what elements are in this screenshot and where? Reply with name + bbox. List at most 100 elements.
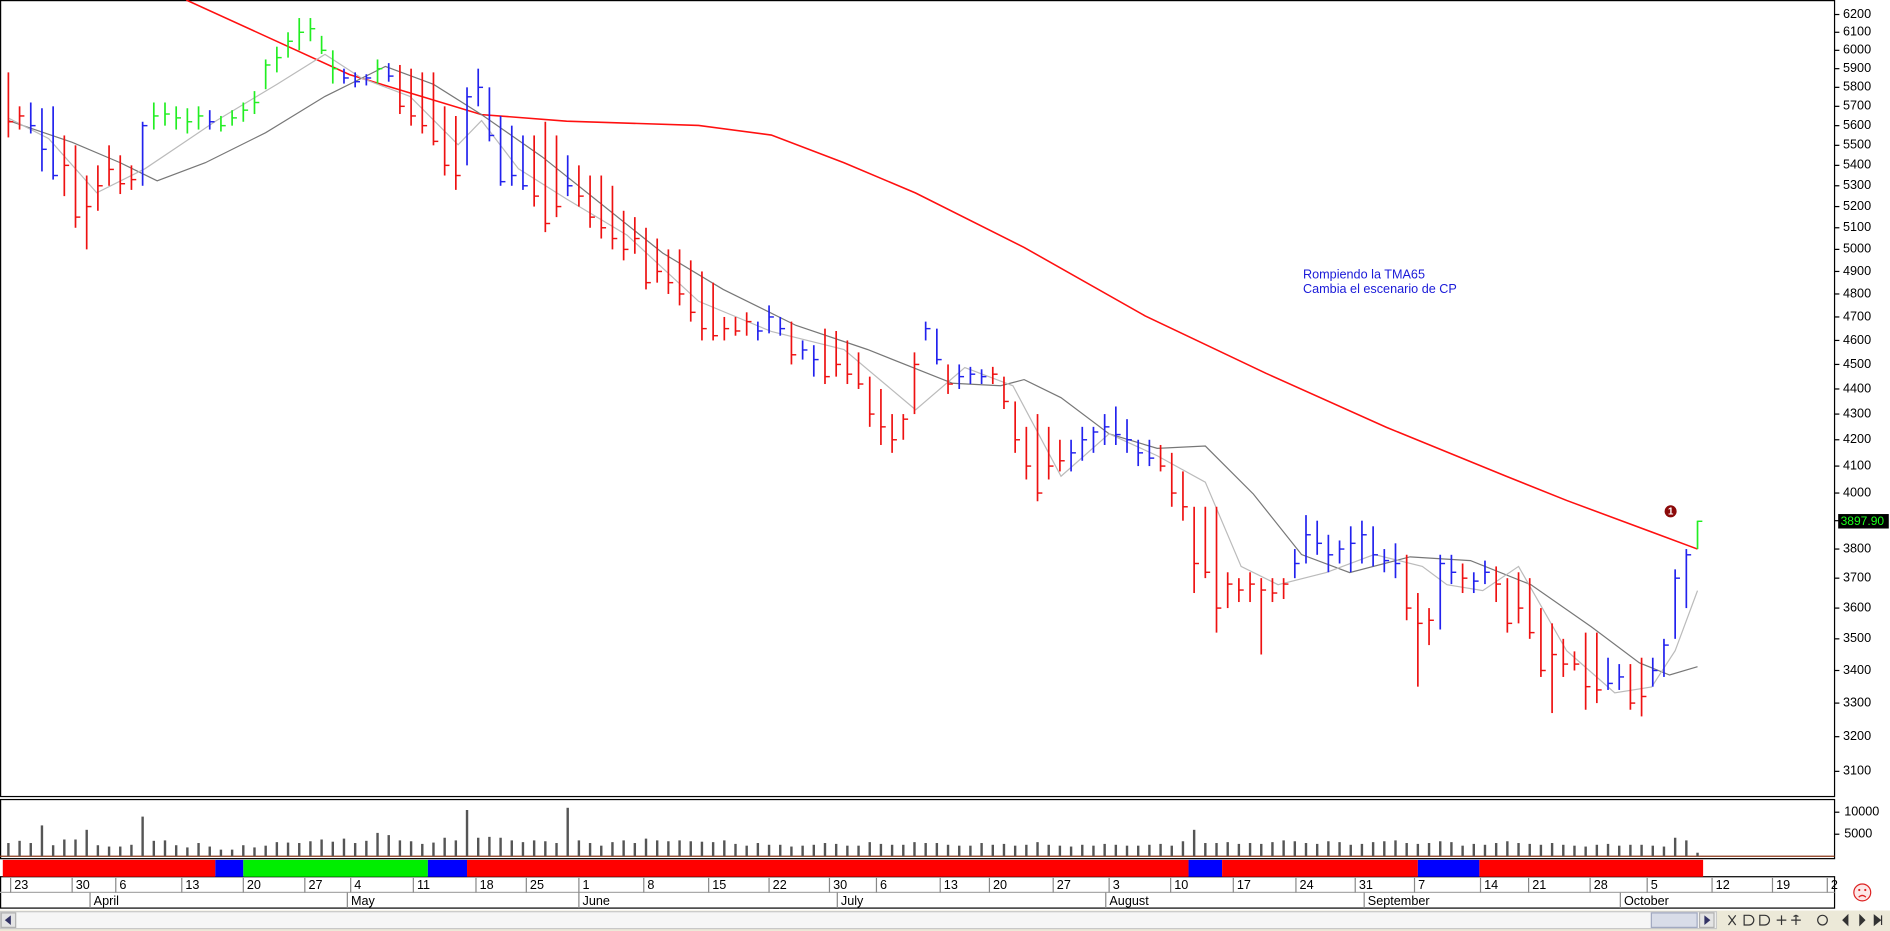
state-band-segment xyxy=(1417,859,1480,877)
y-tick-label: 4300 xyxy=(1843,406,1871,420)
plot-area xyxy=(7,0,1703,717)
y-tick-label: 5500 xyxy=(1843,138,1871,152)
y-tick-label: 4200 xyxy=(1843,432,1871,446)
x-tick-label: 6 xyxy=(880,878,887,892)
annotation: Cambia el escenario de CP xyxy=(1303,282,1457,296)
tool-icon[interactable] xyxy=(1859,913,1866,927)
state-band-segment xyxy=(1479,859,1704,877)
tool-icon[interactable] xyxy=(1743,914,1755,926)
y-tick-label: 6200 xyxy=(1843,7,1871,21)
state-band-segment xyxy=(467,859,1189,877)
last-price-box xyxy=(1838,514,1889,529)
y-tick-label: 5400 xyxy=(1843,158,1871,172)
x-tick-label: 11 xyxy=(417,878,430,892)
y-tick-label: 4100 xyxy=(1843,458,1871,472)
tool-icon[interactable] xyxy=(1727,914,1737,926)
x-tick-label: 13 xyxy=(944,878,958,892)
month-label: August xyxy=(1109,894,1149,908)
x-tick-label: 28 xyxy=(1594,878,1608,892)
x-tick-label: 1 xyxy=(583,878,590,892)
y-tick-label: 5300 xyxy=(1843,178,1871,192)
x-tick-label: 20 xyxy=(247,878,261,892)
marker-icon xyxy=(1664,505,1677,518)
month-label: September xyxy=(1368,894,1430,908)
tool-icon[interactable] xyxy=(1842,913,1849,927)
annotation: Rompiendo la TMA65 xyxy=(1303,267,1425,281)
y-tick-label: 3200 xyxy=(1843,729,1871,743)
x-tick-label: 14 xyxy=(1484,878,1498,892)
x-tick-label: 12 xyxy=(1716,878,1730,892)
y-tick-label: 5200 xyxy=(1843,199,1871,213)
month-label: June xyxy=(583,894,610,908)
scrollbar-track[interactable] xyxy=(0,911,1718,930)
y-tick-label: 5800 xyxy=(1843,80,1871,94)
x-tick-label: 31 xyxy=(1359,878,1373,892)
x-tick-label: 15 xyxy=(712,878,726,892)
tool-icon[interactable] xyxy=(1873,914,1883,927)
x-tick-label: 22 xyxy=(773,878,787,892)
state-band-segment xyxy=(427,859,468,877)
x-tick-label: 4 xyxy=(354,878,361,892)
x-tick-label: 20 xyxy=(993,878,1007,892)
state-band-segment xyxy=(243,859,428,877)
state-band-segment xyxy=(215,859,244,877)
tool-icon[interactable] xyxy=(1759,914,1770,926)
month-label: May xyxy=(351,894,376,908)
y-tick-label: 5000 xyxy=(1843,242,1871,256)
month-label: July xyxy=(841,894,864,908)
last-price-label: 3897.90 xyxy=(1841,514,1885,528)
y-tick-label: 4000 xyxy=(1843,485,1871,499)
x-tick-label: 30 xyxy=(833,878,847,892)
toolbar-icons xyxy=(1727,913,1883,927)
tool-icon[interactable] xyxy=(1817,914,1828,926)
volume-y-tick-label: 10000 xyxy=(1844,805,1879,819)
y-tick-label: 3600 xyxy=(1843,600,1871,614)
status-icon xyxy=(1853,883,1872,902)
y-tick-label: 4700 xyxy=(1843,309,1871,323)
y-tick-label: 4800 xyxy=(1843,286,1871,300)
moving-average-line xyxy=(185,0,1698,550)
y-tick-label: 4600 xyxy=(1843,333,1871,347)
moving-average-line xyxy=(8,53,1699,694)
scroll-left-arrow xyxy=(4,915,11,925)
x-tick-label: 17 xyxy=(1237,878,1251,892)
volume-panel-frame xyxy=(0,798,1836,860)
price-panel-frame xyxy=(0,0,1836,798)
tool-icon[interactable] xyxy=(1776,915,1787,925)
status-mouth xyxy=(1858,894,1867,898)
state-band-segment xyxy=(1188,859,1223,877)
month-label: April xyxy=(94,894,119,908)
tool-icon[interactable] xyxy=(1791,914,1801,925)
x-tick-label: 30 xyxy=(76,878,90,892)
status-eye xyxy=(1864,888,1867,892)
y-tick-label: 5900 xyxy=(1843,61,1871,75)
y-tick-label: 6100 xyxy=(1843,25,1871,39)
month-label: October xyxy=(1624,894,1669,908)
x-tick-label: 13 xyxy=(185,878,199,892)
y-tick-label: 3300 xyxy=(1843,695,1871,709)
x-tick-label: 27 xyxy=(308,878,322,892)
volume-y-tick-label: 5000 xyxy=(1844,827,1872,841)
x-tick-label: 5 xyxy=(1651,878,1658,892)
y-tick-label: 3100 xyxy=(1843,764,1871,778)
x-tick-label: 24 xyxy=(1300,878,1314,892)
x-tick-label: 7 xyxy=(1418,878,1425,892)
y-tick-label: 3500 xyxy=(1843,631,1871,645)
state-band-segment xyxy=(1222,859,1418,877)
x-tick-label: 21 xyxy=(1532,878,1546,892)
y-tick-label: 3800 xyxy=(1843,541,1871,555)
scrollbar-thumb[interactable] xyxy=(1650,912,1698,928)
x-tick-label: 27 xyxy=(1057,878,1071,892)
x-tick-label: 23 xyxy=(14,878,28,892)
x-tick-label: 6 xyxy=(119,878,126,892)
y-tick-label: 5700 xyxy=(1843,99,1871,113)
x-tick-label: 2 xyxy=(1831,878,1838,892)
state-band-segment xyxy=(2,859,216,877)
x-tick-label: 25 xyxy=(530,878,544,892)
status-face[interactable] xyxy=(1853,883,1872,902)
marker-label: 1 xyxy=(1668,506,1674,517)
scroll-right-arrow xyxy=(1704,915,1711,925)
y-tick-label: 4500 xyxy=(1843,357,1871,371)
status-eye xyxy=(1858,888,1861,892)
